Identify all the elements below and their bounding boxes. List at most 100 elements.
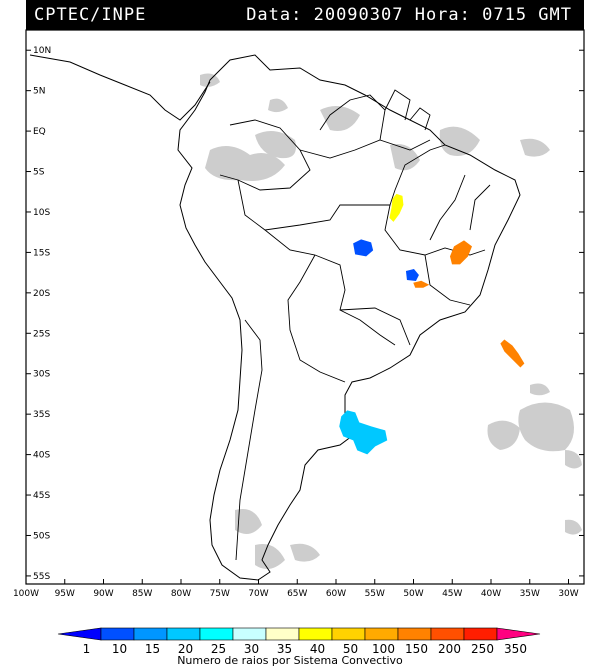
colorbar-swatch — [463, 627, 498, 641]
lon-tick-label: 85W — [132, 589, 152, 599]
colorbar-swatch — [430, 627, 465, 641]
convective-system — [450, 240, 472, 265]
lon-tick-label: 70W — [248, 589, 268, 599]
convective-system — [413, 280, 430, 288]
lat-tick-label: 30S — [33, 370, 50, 380]
lon-tick-label: 40W — [481, 589, 501, 599]
border-line — [264, 229, 396, 346]
cloud-patch — [487, 420, 520, 450]
lon-tick-label: 55W — [365, 589, 385, 599]
colorbar-swatch — [496, 627, 541, 641]
cloud-patch — [518, 402, 574, 452]
border-line — [219, 119, 311, 191]
colorbar-label: 10 — [112, 642, 127, 656]
lon-tick-label: 60W — [326, 589, 346, 599]
map-frame — [25, 29, 585, 585]
colorbar-title: Numero de raios por Sistema Convectivo — [177, 654, 403, 667]
lat-tick-label: 25S — [33, 329, 50, 339]
colorbar-swatch — [133, 627, 168, 641]
colorbar-swatch — [265, 627, 300, 641]
lightning-systems — [339, 193, 525, 455]
south-america-coastline — [177, 54, 521, 581]
border-line — [339, 307, 411, 346]
border-line — [237, 144, 446, 231]
cloud-patch — [439, 126, 480, 156]
lon-tick-label: 45W — [442, 589, 462, 599]
border-line — [409, 107, 431, 131]
lat-tick-label: 35S — [33, 410, 50, 420]
colorbar-swatch — [298, 627, 333, 641]
colorbar-label: 200 — [438, 642, 461, 656]
colorbar-swatch — [166, 627, 201, 641]
colorbar-label: 350 — [504, 642, 527, 656]
colorbar: 1 10 15 20 25 30 35 40 50 100 150 200 250 350 — [57, 627, 541, 656]
lon-tick-labels: 100W 95W 90W 85W 80W 75W 70W 65W 60W 55W 50W 45W 40W… — [13, 579, 579, 599]
lon-tick-label: 75W — [210, 589, 230, 599]
border-line — [287, 254, 346, 383]
lat-tick-label: 15S — [33, 248, 50, 258]
cloud-patch — [255, 544, 285, 569]
cloud-patch — [565, 519, 582, 535]
border-line — [429, 174, 466, 241]
lat-tick-label: 40S — [33, 451, 50, 461]
border-line — [319, 94, 386, 141]
convective-system — [339, 410, 388, 455]
colorbar-swatch — [397, 627, 432, 641]
convective-system — [353, 239, 374, 257]
colorbar-label: 35 — [277, 642, 292, 656]
border-line — [299, 139, 431, 159]
header-source-label: CPTEC/INPE — [34, 5, 147, 25]
map-header: CPTEC/INPE Data: 20090307 Hora: 0715 GMT — [26, 0, 584, 30]
cloud-patch — [255, 131, 296, 159]
colorbar-swatch — [232, 627, 267, 641]
central-america-coastline — [29, 54, 211, 121]
lat-tick-label: 5S — [33, 168, 45, 178]
convective-system — [405, 269, 419, 282]
cloud-patch — [520, 138, 550, 157]
colorbar-swatch — [331, 627, 366, 641]
colorbar-label: 100 — [372, 642, 395, 656]
lon-tick-label: 30W — [558, 589, 578, 599]
lat-tick-label: 10S — [33, 208, 50, 218]
cloud-patch — [565, 450, 582, 469]
lon-tick-label: 35W — [520, 589, 540, 599]
border-line — [469, 184, 491, 231]
colorbar-label: 25 — [211, 642, 226, 656]
lon-tick-label: 100W — [13, 589, 39, 599]
lat-tick-label: EQ — [33, 127, 46, 137]
colorbar-label: 1 — [83, 642, 91, 656]
colorbar-label: 20 — [178, 642, 193, 656]
lon-tick-label: 95W — [55, 589, 75, 599]
lat-tick-label: 10N — [33, 46, 51, 56]
lat-tick-label: 20S — [33, 289, 50, 299]
border-line — [424, 254, 471, 306]
lat-tick-label: 55S — [33, 572, 50, 582]
cloud-patch — [205, 146, 285, 181]
country-borders — [219, 89, 491, 561]
header-date-time-label: Data: 20090307 Hora: 0715 GMT — [246, 5, 572, 25]
lon-tick-label: 90W — [93, 589, 113, 599]
colorbar-label: 150 — [405, 642, 428, 656]
colorbar-swatch — [199, 627, 234, 641]
lat-tick-label: 45S — [33, 491, 50, 501]
cloud-patch — [268, 98, 288, 113]
colorbar-label: 15 — [145, 642, 160, 656]
colorbar-label: 40 — [310, 642, 325, 656]
colorbar-label: 250 — [471, 642, 494, 656]
lat-tick-label: 50S — [33, 531, 50, 541]
lat-tick-label: 5N — [33, 87, 45, 97]
cloud-patch — [290, 543, 320, 562]
lon-tick-label: 80W — [171, 589, 191, 599]
lon-tick-label: 65W — [287, 589, 307, 599]
cloud-patch — [235, 509, 262, 534]
cloud-patch — [530, 383, 550, 396]
cloud-cover — [200, 73, 582, 569]
lat-tick-labels: 10N 5N EQ 5S 10S 15S 20S 25S 30S 35S 40S 45S 50S 55S — [26, 46, 584, 582]
colorbar-swatch — [57, 627, 102, 641]
convective-system — [389, 193, 404, 222]
lon-tick-label: 50W — [403, 589, 423, 599]
colorbar-swatch — [364, 627, 399, 641]
colorbar-swatch — [100, 627, 135, 641]
cloud-patch — [390, 144, 420, 171]
